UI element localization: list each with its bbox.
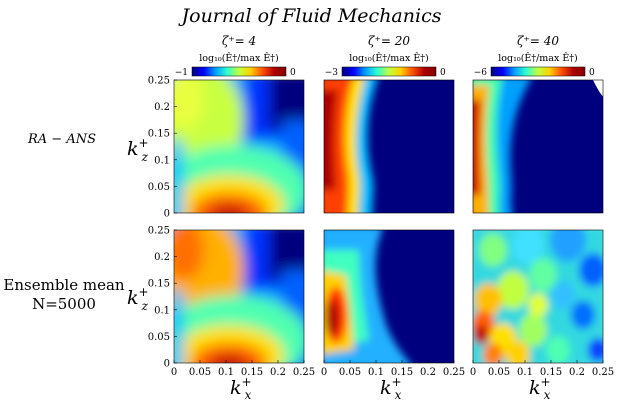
xtick-label: 0 [321, 367, 327, 378]
ytick-label: 0.25 [148, 226, 170, 237]
svg-text:k+x: k+ x [230, 375, 252, 402]
panel-frame [323, 79, 455, 214]
panel-frame [173, 229, 305, 364]
colorbar-min-3: −6 [474, 68, 488, 78]
colorbar-label-3: log₁₀(Ê†/max Ê†) [498, 52, 578, 64]
xtick-label: 0 [470, 367, 476, 378]
heatmap-rans-zeta20 [324, 80, 454, 213]
colorbar-1 [191, 66, 287, 77]
svg-text:k+x: k+ x [380, 375, 402, 402]
column-title-2: ζ⁺= 20 [368, 34, 410, 48]
panel-frame [173, 79, 305, 214]
heatmap-ensemble-zeta20 [324, 230, 454, 363]
ytick-label: 0.25 [148, 76, 170, 87]
colorbar-max-2: 0 [440, 68, 446, 78]
xtick-label: 0.2 [420, 367, 436, 378]
panel-frame [323, 229, 455, 364]
xlabel-col-1: k+ x [230, 375, 252, 402]
ytick-label: 0 [164, 359, 170, 370]
ytick-label: 0.1 [154, 155, 170, 166]
heatmap-rans-zeta40 [473, 80, 603, 213]
svg-text:k+x: k+ x [529, 375, 551, 402]
column-title-3: ζ⁺= 40 [517, 34, 559, 48]
colorbar-max-3: 0 [589, 68, 595, 78]
ytick-label: 0.05 [148, 182, 170, 193]
xlabel-col-2: k+ x [380, 375, 402, 402]
colorbar-3 [490, 66, 586, 77]
xtick-label: 0.25 [443, 367, 465, 378]
heatmap-rans-zeta4 [174, 80, 304, 213]
colorbar-max-1: 0 [290, 68, 296, 78]
xtick-label: 0.05 [488, 367, 510, 378]
colorbar-2 [341, 66, 437, 77]
ytick-label: 0.2 [154, 252, 170, 263]
xtick-label: 0.2 [569, 367, 585, 378]
xtick-label: 0.1 [517, 367, 533, 378]
xtick-label: 0.15 [540, 367, 562, 378]
colorbar-min-1: −1 [175, 68, 188, 78]
colorbar-label-2: log₁₀(Ê†/max Ê†) [349, 52, 429, 64]
xtick-label: 0.05 [339, 367, 361, 378]
xtick-label: 0.25 [592, 367, 614, 378]
colorbar-label-1: log₁₀(Ê†/max Ê†) [199, 52, 279, 64]
xtick-label: 0.1 [368, 367, 384, 378]
ytick-label: 0.05 [148, 332, 170, 343]
ytick-label: 0.15 [148, 279, 170, 290]
ytick-label: 0.15 [148, 129, 170, 140]
colorbar-min-2: −3 [325, 68, 339, 78]
panel-frame [472, 79, 604, 214]
journal-title: Journal of Fluid Mechanics [181, 5, 442, 27]
ytick-label: 0.2 [154, 102, 170, 113]
xtick-label: 0.15 [391, 367, 413, 378]
heatmap-ensemble-zeta40 [473, 230, 603, 363]
ylabel-row-1: k+ z [127, 136, 149, 164]
svg-text:k+z: k+ z [127, 285, 149, 313]
xtick-label: 0.1 [218, 367, 234, 378]
ytick-label: 0.1 [154, 305, 170, 316]
xtick-label: 0.05 [189, 367, 211, 378]
panel-frame [472, 229, 604, 364]
column-title-1: ζ⁺= 4 [222, 34, 256, 48]
ylabel-row-2: k+ z [127, 285, 149, 313]
xtick-label: 0.2 [270, 367, 286, 378]
xtick-label: 0.25 [293, 367, 315, 378]
row-label-ensemble-2: N=5000 [32, 295, 96, 313]
xtick-label: 0 [171, 367, 177, 378]
row-label-ensemble-1: Ensemble mean [3, 276, 124, 294]
svg-text:k+z: k+ z [127, 136, 149, 164]
xlabel-col-3: k+ x [529, 375, 551, 402]
heatmap-ensemble-zeta4 [174, 230, 304, 363]
row-label-rans: RA − ANS [27, 132, 96, 147]
xtick-label: 0.15 [241, 367, 263, 378]
ytick-label: 0 [164, 209, 170, 220]
